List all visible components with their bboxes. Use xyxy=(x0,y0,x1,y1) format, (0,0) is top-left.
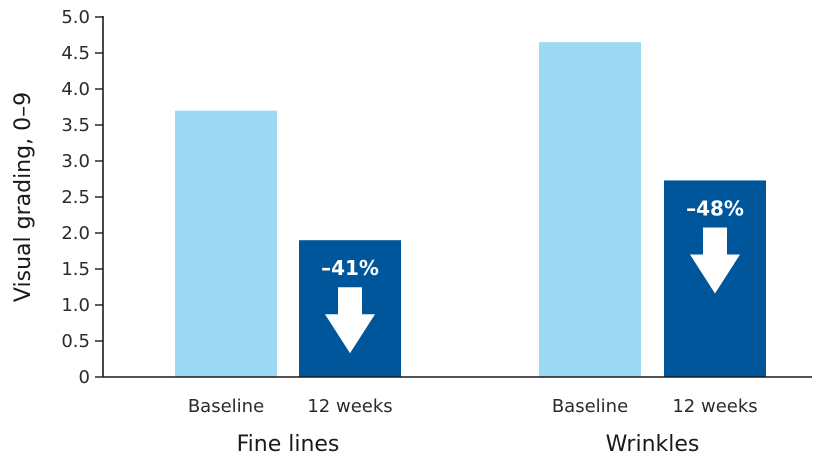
y-tick-label-7: 3.5 xyxy=(61,115,90,136)
category-labels: Baseline 12 weeks Baseline 12 weeks xyxy=(188,396,758,417)
y-tick-label-10: 5.0 xyxy=(61,7,90,28)
y-axis-title: Visual grading, 0–9 xyxy=(11,92,36,302)
y-axis-ticks: 0 0.5 1.0 1.5 2.0 2.5 3.0 3.5 4.0 4.5 5.0 xyxy=(61,7,103,388)
y-tick-label-6: 3.0 xyxy=(61,151,90,172)
category-label-0-1: 12 weeks xyxy=(307,396,392,417)
bar-0-0 xyxy=(175,110,277,377)
group-label-1: Wrinkles xyxy=(606,432,700,457)
decrease-arrow-icon-0 xyxy=(325,287,375,354)
category-label-1-0: Baseline xyxy=(552,396,628,417)
decrease-arrow-icon-1 xyxy=(690,227,740,294)
bars: –41% –48% xyxy=(175,42,766,377)
change-label-0: –41% xyxy=(321,256,379,280)
y-tick-label-0: 0 xyxy=(79,367,90,388)
category-label-0-0: Baseline xyxy=(188,396,264,417)
y-tick-label-5: 2.5 xyxy=(61,187,90,208)
y-tick-label-1: 0.5 xyxy=(61,331,90,352)
y-tick-label-8: 4.0 xyxy=(61,79,90,100)
change-label-1: –48% xyxy=(686,196,744,220)
bar-1-0 xyxy=(539,42,641,377)
group-labels: Fine lines Wrinkles xyxy=(237,432,700,457)
y-tick-label-9: 4.5 xyxy=(61,43,90,64)
category-label-1-1: 12 weeks xyxy=(672,396,757,417)
group-label-0: Fine lines xyxy=(237,432,340,457)
y-tick-label-2: 1.0 xyxy=(61,295,90,316)
y-tick-label-3: 1.5 xyxy=(61,259,90,280)
y-tick-label-4: 2.0 xyxy=(61,223,90,244)
